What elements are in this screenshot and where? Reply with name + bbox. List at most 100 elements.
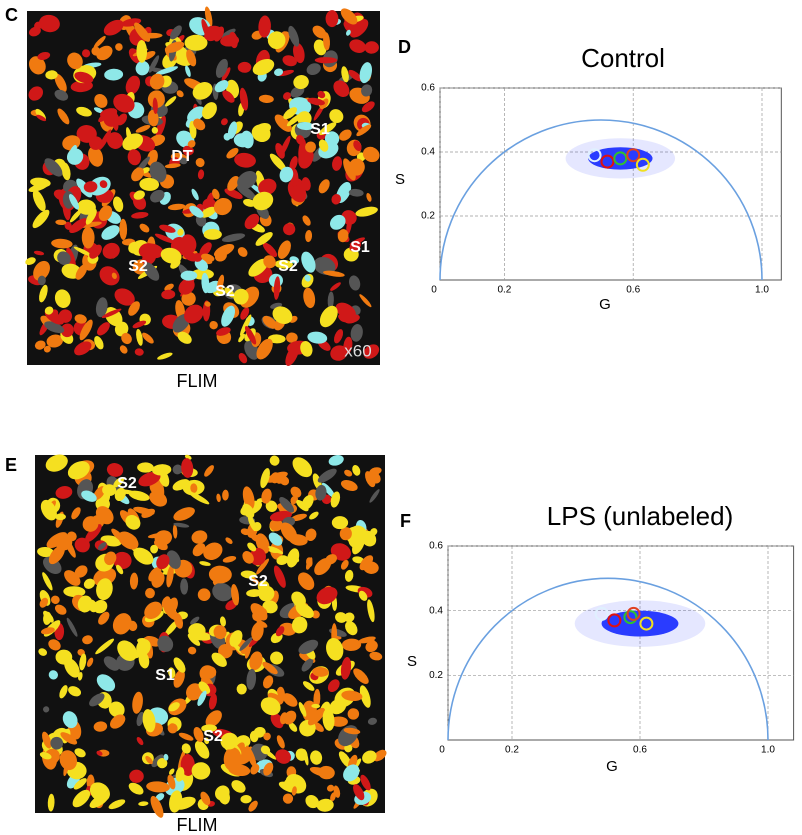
texture <box>54 73 67 93</box>
texture <box>312 25 327 39</box>
texture <box>178 732 194 741</box>
texture <box>319 305 338 328</box>
texture <box>222 489 229 501</box>
texture <box>305 795 319 809</box>
texture <box>283 710 297 725</box>
texture <box>96 674 116 692</box>
texture <box>237 61 252 73</box>
texture <box>106 463 124 477</box>
texture <box>184 34 208 51</box>
texture <box>274 68 284 76</box>
texture <box>296 135 305 145</box>
texture <box>128 490 150 501</box>
texture <box>291 616 308 634</box>
texture <box>157 352 173 360</box>
texture <box>204 6 213 28</box>
texture <box>296 122 314 131</box>
texture <box>57 251 71 266</box>
texture <box>240 570 257 579</box>
texture <box>200 206 216 218</box>
texture <box>349 39 366 53</box>
texture <box>73 778 87 790</box>
texture <box>252 58 275 76</box>
texture <box>329 109 344 124</box>
texture <box>274 259 293 269</box>
texture <box>323 270 345 277</box>
texture <box>228 31 238 49</box>
texture <box>39 597 49 608</box>
y-tick-label: 0.4 <box>421 147 435 158</box>
texture <box>346 29 351 36</box>
texture <box>136 39 148 63</box>
texture <box>32 189 46 212</box>
texture <box>101 308 122 319</box>
texture <box>221 305 236 327</box>
texture <box>258 15 271 38</box>
texture <box>291 786 297 796</box>
texture <box>205 280 221 294</box>
texture <box>60 323 74 338</box>
y-tick-label: 0.4 <box>429 605 443 616</box>
texture <box>54 289 71 309</box>
texture <box>95 297 108 318</box>
texture <box>42 16 57 32</box>
texture <box>211 652 227 667</box>
texture <box>224 287 235 298</box>
texture <box>51 238 73 249</box>
texture <box>333 329 344 344</box>
texture <box>268 546 284 554</box>
texture <box>344 469 353 477</box>
texture <box>333 785 341 798</box>
texture <box>177 331 192 344</box>
texture <box>220 732 239 750</box>
texture <box>190 483 198 493</box>
caption: FLIM <box>176 371 217 391</box>
texture <box>238 333 246 343</box>
texture <box>335 612 348 623</box>
texture <box>283 107 298 120</box>
texture <box>300 341 313 357</box>
texture <box>239 637 253 651</box>
texture <box>367 599 375 623</box>
texture <box>208 565 232 584</box>
texture <box>303 287 316 309</box>
texture <box>139 177 160 191</box>
texture <box>44 306 54 315</box>
texture <box>180 270 198 281</box>
texture <box>233 288 249 305</box>
texture <box>255 232 273 246</box>
texture <box>172 524 178 539</box>
texture <box>292 457 313 478</box>
texture <box>270 651 284 665</box>
texture <box>127 149 141 166</box>
texture <box>169 790 183 813</box>
texture <box>67 148 84 165</box>
texture <box>193 726 204 743</box>
texture <box>83 578 95 589</box>
texture <box>37 546 54 558</box>
texture <box>237 247 248 257</box>
texture <box>128 241 140 254</box>
texture <box>48 670 59 680</box>
texture <box>104 551 117 566</box>
texture <box>110 714 126 729</box>
texture <box>85 208 97 225</box>
texture <box>330 282 341 291</box>
texture <box>87 599 98 613</box>
texture <box>108 799 126 810</box>
texture <box>216 493 221 503</box>
texture <box>323 32 331 51</box>
texture <box>213 625 227 640</box>
texture <box>265 471 288 483</box>
texture <box>363 344 380 359</box>
texture <box>145 755 153 765</box>
texture <box>312 666 329 677</box>
texture <box>243 198 256 207</box>
texture <box>298 639 319 655</box>
texture <box>202 666 217 679</box>
texture <box>286 548 300 568</box>
texture <box>169 768 175 775</box>
texture <box>69 218 88 234</box>
texture <box>307 97 325 106</box>
texture <box>248 800 258 812</box>
